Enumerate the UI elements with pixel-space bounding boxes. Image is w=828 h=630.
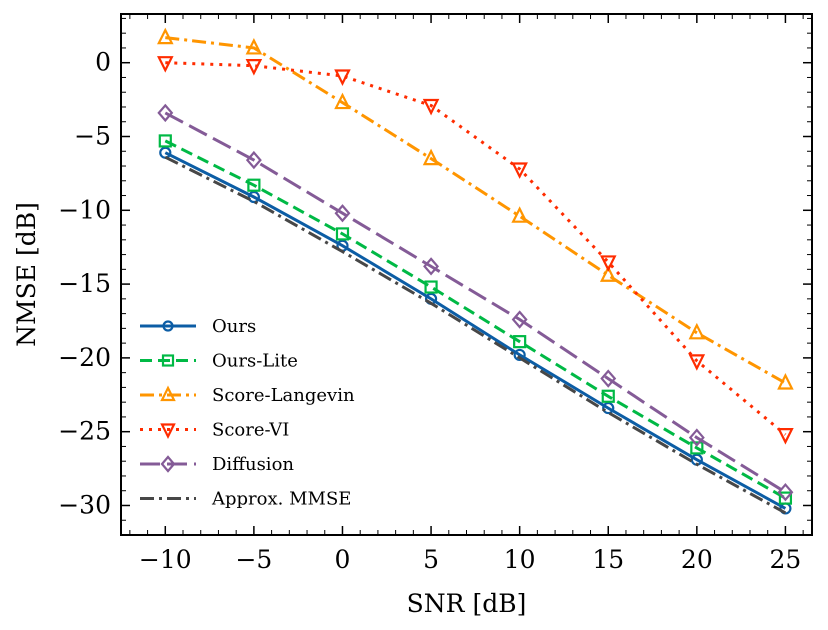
data-point [245, 59, 263, 76]
y-tick-label: −5 [74, 122, 111, 151]
data-point [601, 389, 615, 403]
y-tick-label: 0 [95, 48, 111, 77]
series-line-5 [164, 155, 787, 515]
data-point [777, 373, 794, 390]
legend-label: Ours [212, 316, 256, 337]
series-3 [157, 56, 794, 445]
legend-marker [162, 320, 174, 332]
legend-label: Score-Langevin [212, 385, 355, 406]
legend-item-5: Approx. MMSE [140, 489, 351, 510]
data-point [334, 204, 351, 223]
x-tick-label: 10 [504, 545, 536, 574]
data-point [157, 56, 174, 73]
series-line-1 [164, 139, 787, 500]
data-point [511, 206, 528, 223]
x-tick-label: 5 [423, 545, 439, 574]
data-point [423, 257, 440, 276]
data-point [511, 162, 528, 179]
axes-layer: −10 −5 0 5 10 15 20 25 0 −5 −10 −15 −20 −25 −30 [58, 13, 813, 574]
data-point [424, 280, 438, 294]
y-tick-label: −10 [58, 195, 111, 224]
data-point [158, 134, 172, 148]
data-point [777, 483, 794, 502]
data-point [422, 148, 440, 166]
data-point [335, 227, 350, 241]
legend: Ours Ours-Lite Score-Langevin Score-VI Diffu… [140, 316, 355, 510]
data-point [690, 441, 704, 455]
data-point [245, 150, 262, 170]
data-point [247, 190, 260, 204]
data-point [688, 322, 706, 340]
y-tick-label: −15 [58, 269, 111, 298]
data-point [599, 255, 617, 272]
data-point [334, 69, 351, 86]
data-point [245, 37, 263, 55]
legend-marker [160, 455, 176, 473]
legend-item-4: Diffusion [140, 454, 294, 475]
series-line-4 [164, 111, 787, 494]
legend-label: Score-VI [212, 420, 289, 441]
data-point [422, 98, 440, 116]
y-tick-label: −20 [58, 343, 111, 372]
legend-label: Approx. MMSE [211, 489, 351, 510]
legend-item-1: Ours-Lite [140, 351, 298, 372]
legend-label: Ours-Lite [212, 351, 298, 372]
legend-item-2: Score-Langevin [140, 385, 355, 406]
data-point [157, 103, 174, 123]
series-line-2 [165, 36, 787, 385]
x-axis-title: SNR [dB] [407, 589, 527, 618]
series-line-0 [164, 151, 787, 510]
legend-item-3: Score-VI [140, 420, 289, 441]
data-point [688, 428, 705, 447]
series-1 [158, 134, 793, 505]
data-point [513, 348, 526, 362]
x-tick-label: 15 [592, 545, 624, 574]
x-tick-label: −5 [235, 545, 272, 574]
data-point [334, 92, 351, 110]
legend-marker [160, 423, 176, 439]
x-tick-label: 0 [335, 545, 351, 574]
data-point [602, 401, 615, 415]
x-tick-label: 25 [770, 545, 802, 574]
data-point [511, 310, 528, 329]
series-4 [157, 103, 794, 502]
legend-item-0: Ours [140, 316, 256, 337]
series-layer [157, 27, 794, 515]
data-point [247, 178, 261, 192]
data-point [777, 428, 794, 445]
y-tick-label: −30 [58, 490, 111, 519]
x-tick-label: −10 [139, 545, 192, 574]
series-2 [157, 27, 794, 390]
data-point [513, 335, 527, 349]
data-point [600, 369, 617, 388]
series-line-3 [165, 61, 787, 436]
legend-marker [161, 354, 175, 367]
data-point [599, 265, 617, 282]
data-point [157, 27, 174, 45]
series-5 [164, 155, 787, 515]
legend-label: Diffusion [212, 454, 294, 475]
x-tick-label: 20 [681, 545, 713, 574]
data-point [778, 491, 793, 505]
y-tick-label: −25 [58, 417, 111, 446]
y-axis-title: NMSE [dB] [12, 202, 41, 347]
data-point [688, 354, 706, 371]
legend-marker [160, 385, 176, 402]
